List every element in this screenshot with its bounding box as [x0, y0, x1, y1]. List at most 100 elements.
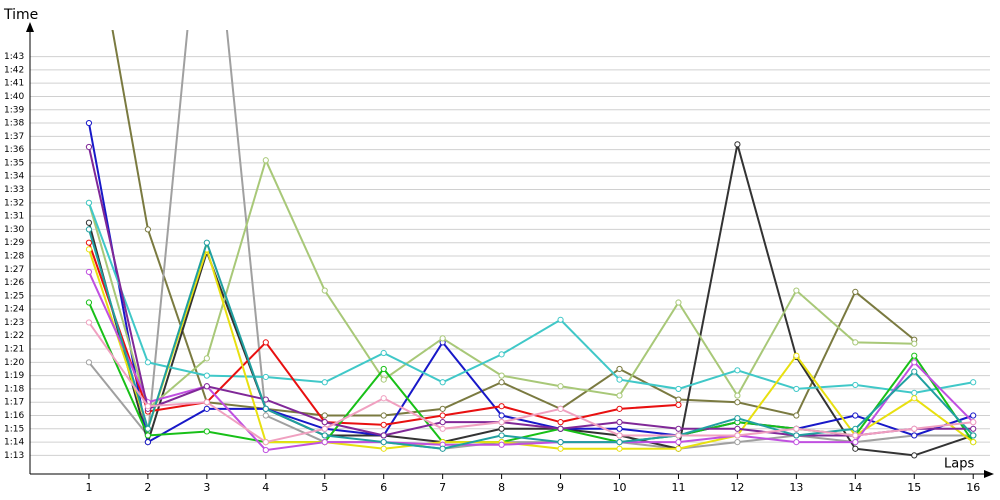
point — [439, 405, 446, 412]
y-tick-label: 1:23 — [4, 318, 24, 328]
point — [262, 438, 269, 446]
point — [675, 299, 682, 306]
point — [970, 425, 977, 432]
y-tick-label: 1:40 — [4, 92, 24, 102]
plot-area — [85, 30, 977, 459]
y-axis-arrow — [26, 22, 34, 32]
y-tick-label: 1:30 — [4, 225, 24, 235]
series-line — [88, 30, 974, 450]
point — [911, 340, 918, 347]
point — [616, 419, 623, 426]
point — [498, 412, 505, 419]
point — [852, 425, 859, 432]
point — [85, 119, 93, 127]
point — [262, 373, 269, 381]
y-tick-label: 1:43 — [4, 52, 24, 62]
x-axis-title: Laps — [944, 457, 974, 472]
point — [911, 389, 918, 397]
point — [675, 396, 682, 403]
y-tick-label: 1:13 — [4, 451, 24, 461]
point — [557, 405, 564, 412]
point — [85, 359, 93, 366]
point — [616, 376, 623, 383]
x-tick-label: 14 — [848, 481, 862, 494]
point — [557, 438, 564, 446]
y-tick-label: 1:38 — [4, 119, 24, 129]
point — [321, 438, 328, 446]
point — [852, 412, 859, 419]
point — [852, 288, 859, 295]
y-tick-label: 1:37 — [4, 132, 24, 142]
point — [144, 438, 152, 446]
point — [380, 349, 387, 357]
point — [498, 419, 505, 426]
point — [852, 438, 859, 446]
series-line — [87, 144, 974, 457]
point — [144, 403, 152, 410]
y-tick-label: 1:41 — [4, 79, 24, 89]
point — [616, 405, 623, 412]
point — [970, 379, 977, 386]
point — [734, 438, 741, 446]
point — [85, 199, 93, 206]
point — [616, 432, 623, 439]
point — [144, 432, 152, 439]
point — [203, 239, 210, 246]
point — [144, 359, 152, 366]
point — [321, 379, 328, 386]
point — [675, 438, 682, 446]
x-tick-label: 11 — [671, 481, 685, 494]
series-line — [87, 157, 915, 411]
point — [439, 419, 446, 426]
point — [262, 339, 269, 346]
point — [675, 425, 682, 432]
y-tick-label: 1:29 — [4, 238, 24, 248]
point — [911, 352, 918, 359]
x-tick-label: 1 — [85, 481, 92, 494]
series-line — [88, 202, 974, 394]
point — [321, 425, 328, 432]
point — [970, 412, 977, 419]
point — [734, 399, 741, 406]
y-tick-label: 1:27 — [4, 265, 24, 275]
point — [616, 438, 623, 446]
point — [85, 226, 93, 233]
y-tick-label: 1:20 — [4, 358, 24, 368]
point — [380, 376, 387, 383]
point — [262, 157, 269, 164]
tick-labels: 1:13 1:14 1:15 1:16 1:17 1:18 1:19 1:20 1:21 1:22… — [4, 52, 980, 494]
point — [85, 268, 93, 276]
point — [203, 399, 210, 406]
point — [911, 395, 918, 402]
y-tick-label: 1:25 — [4, 291, 24, 301]
point — [616, 445, 623, 452]
point — [970, 432, 977, 439]
x-tick-label: 13 — [789, 481, 803, 494]
y-tick-label: 1:26 — [4, 278, 24, 288]
y-tick-label: 1:32 — [4, 198, 24, 208]
point — [793, 425, 800, 432]
point — [144, 425, 152, 432]
point — [85, 319, 93, 326]
point — [144, 226, 152, 233]
x-tick-label: 10 — [613, 481, 627, 494]
point — [852, 339, 859, 346]
point — [557, 383, 564, 390]
point — [852, 432, 859, 439]
point — [85, 239, 93, 246]
point — [911, 359, 918, 366]
point — [498, 403, 505, 410]
y-tick-label: 1:21 — [4, 345, 24, 355]
point — [793, 438, 800, 446]
point — [616, 392, 623, 399]
y-tick-label: 1:34 — [4, 172, 24, 182]
point — [911, 368, 918, 375]
y-tick-label: 1:16 — [4, 411, 24, 421]
point — [911, 452, 918, 459]
point — [262, 405, 269, 412]
point — [675, 401, 682, 408]
x-tick-label: 2 — [144, 481, 151, 494]
point — [793, 385, 800, 393]
point — [616, 365, 623, 373]
